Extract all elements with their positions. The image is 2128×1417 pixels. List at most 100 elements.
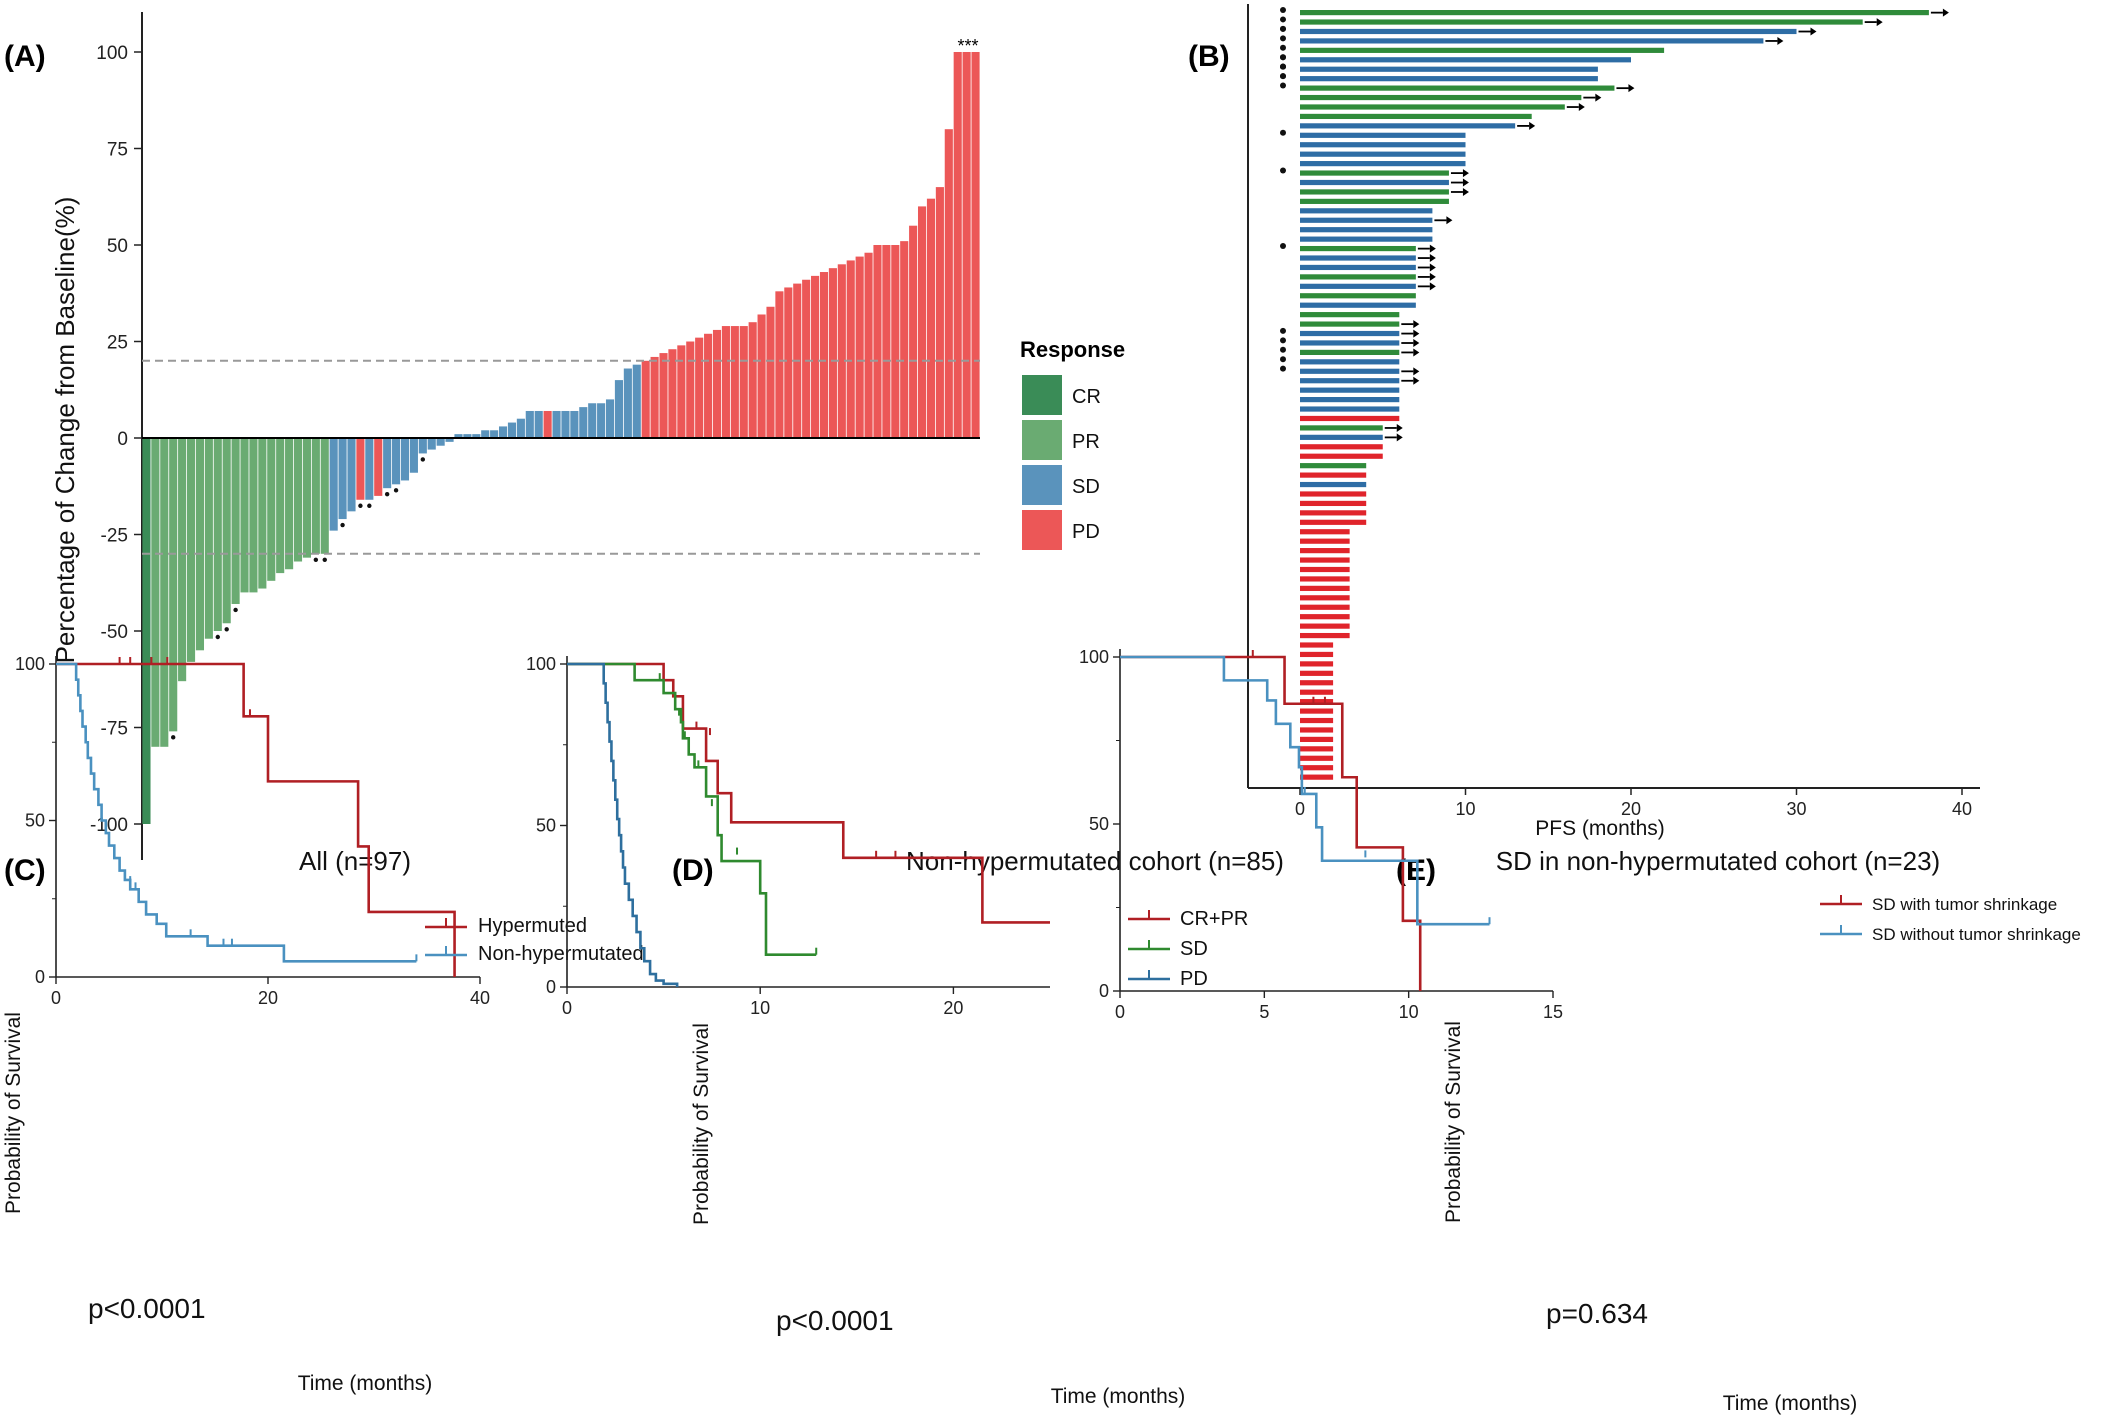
waterfall-ytick-label: 0: [117, 429, 128, 450]
waterfall-bar: [516, 418, 525, 438]
waterfall-bar: [267, 438, 276, 581]
waterfall-bar: [784, 287, 793, 438]
waterfall-bar: [427, 438, 436, 450]
km-xtick-label: 40: [470, 988, 490, 1008]
waterfall-bar: [641, 360, 650, 438]
waterfall-dot-marker: [340, 522, 345, 528]
swimmer-bar: [1300, 368, 1400, 374]
swimmer-arrow-head: [1429, 282, 1436, 291]
waterfall-bar: [819, 272, 829, 438]
waterfall-ytick-label: -25: [101, 526, 128, 547]
km-e-ylabel: Probability of Survival: [1442, 1021, 1465, 1223]
panel-tag-a: (A): [4, 40, 46, 73]
swimmer-bar: [1300, 463, 1367, 469]
swimmer-bar: [1300, 444, 1383, 450]
km-e-legend-2: SD without tumor shrinkage: [1872, 925, 2081, 944]
swimmer-bar: [1300, 510, 1367, 516]
swimmer-bar: [1300, 151, 1466, 157]
swimmer-bar: [1300, 255, 1416, 261]
panel-tag-b: (B): [1188, 40, 1230, 73]
swimmer-bar: [1300, 670, 1334, 676]
waterfall-dot-marker: [384, 491, 390, 497]
waterfall-bar: [900, 241, 909, 438]
waterfall-bar: [695, 337, 704, 438]
swimmer-bar: [1300, 76, 1598, 82]
waterfall-dot-marker: [171, 735, 176, 740]
swimmer-bar: [1300, 179, 1449, 186]
swimmer-bar: [1300, 717, 1334, 724]
waterfall-ytick-label: -50: [101, 622, 128, 643]
swimmer-arrow-head: [1942, 8, 1949, 17]
waterfall-bar: [909, 225, 918, 438]
swimmer-bar: [1300, 19, 1863, 25]
km-d-legend-2: SD: [1180, 938, 1208, 960]
swimmer-bar: [1300, 425, 1383, 431]
km-xtick-label: 15: [1543, 1002, 1563, 1022]
swimmer-bar: [1300, 170, 1449, 176]
swimmer-dot-marker: [1280, 337, 1286, 344]
swimmer-xtick-label: 10: [1455, 799, 1475, 819]
swimmer-bar: [1300, 755, 1334, 761]
swimmer-arrow-head: [1429, 263, 1436, 272]
km-e-xlabel: Time (months): [1723, 1392, 1858, 1415]
waterfall-star-marker: ***: [957, 36, 978, 56]
waterfall-ytick-label: 100: [96, 43, 128, 64]
swimmer-bar: [1300, 340, 1400, 346]
swimmer-arrow-head: [1446, 216, 1453, 225]
swimmer-bar: [1300, 85, 1615, 91]
legend-swatch-pr: [1022, 420, 1062, 460]
waterfall-ytick-label: -75: [101, 719, 128, 740]
waterfall-bar: [614, 380, 624, 438]
swimmer-dot-marker: [1280, 242, 1286, 249]
swimmer-bar: [1300, 604, 1350, 610]
legend-swatch-sd: [1022, 465, 1062, 505]
waterfall-bar: [811, 275, 820, 438]
swimmer-bar: [1300, 614, 1350, 620]
swimmer-bar: [1300, 189, 1449, 195]
swimmer-bar: [1300, 529, 1350, 535]
swimmer-bar: [1300, 406, 1400, 412]
swimmer-chart: 0 10 20 30 40 PFS (months): [1247, 4, 1980, 840]
swimmer-bar: [1300, 227, 1433, 233]
km-plot-sd: SD in non-hypermutated cohort (n=23) Pro…: [1442, 846, 2081, 1415]
waterfall-bar: [204, 438, 213, 639]
waterfall-bar: [142, 438, 151, 824]
swimmer-arrow-head: [1462, 178, 1469, 187]
swimmer-bar: [1300, 217, 1433, 223]
waterfall-ylabel: Percentage of Change from Baseline(%): [50, 197, 80, 664]
waterfall-bar: [632, 364, 641, 438]
swimmer-bar: [1300, 651, 1334, 658]
swimmer-bar: [1300, 642, 1334, 648]
waterfall-dot-marker: [224, 627, 229, 632]
swimmer-bar: [1300, 746, 1334, 752]
swimmer-bar: [1300, 264, 1416, 271]
swimmer-bar: [1300, 10, 1929, 16]
swimmer-bar: [1300, 576, 1350, 582]
waterfall-bar: [445, 438, 454, 442]
waterfall-bar: [953, 52, 962, 438]
waterfall-bar: [507, 422, 517, 438]
swimmer-bar: [1300, 359, 1400, 365]
waterfall-bar: [258, 438, 267, 589]
swimmer-dot-marker: [1280, 54, 1286, 61]
swimmer-bar: [1300, 680, 1334, 686]
waterfall-bar: [605, 399, 615, 438]
waterfall-bar: [534, 410, 543, 438]
waterfall-bar: [400, 438, 410, 481]
swimmer-dot-marker: [1280, 365, 1286, 372]
waterfall-bar: [356, 438, 365, 500]
waterfall-bar: [971, 52, 980, 438]
waterfall-bar: [169, 438, 178, 732]
waterfall-bar: [846, 260, 855, 438]
waterfall-bar: [704, 333, 713, 438]
swimmer-dot-marker: [1280, 73, 1286, 80]
waterfall-bar: [186, 438, 196, 662]
swimmer-bar: [1300, 736, 1334, 742]
waterfall-bar: [917, 206, 927, 438]
legend-title: Response: [1020, 337, 1125, 362]
swimmer-arrow-head: [1595, 93, 1602, 102]
waterfall-bar: [249, 438, 258, 593]
panel-tag-c: (C): [4, 854, 46, 887]
km-xtick-label: 10: [750, 998, 770, 1018]
